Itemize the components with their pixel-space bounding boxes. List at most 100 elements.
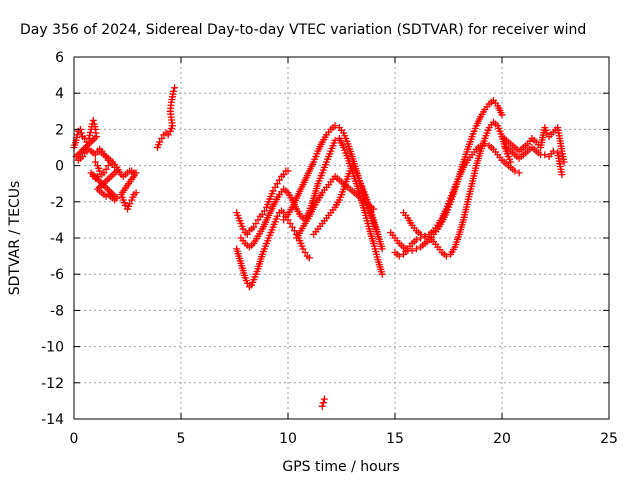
data-point — [79, 153, 87, 161]
y-tick-label: 4 — [55, 86, 64, 102]
series-early-cluster-c — [96, 147, 140, 213]
data-marks — [70, 84, 568, 410]
data-point — [73, 131, 81, 139]
data-point — [171, 84, 179, 92]
y-tick-label: -14 — [41, 412, 64, 428]
series-pre-five — [153, 84, 179, 151]
data-point — [275, 176, 283, 184]
y-tick-label: -6 — [50, 267, 64, 283]
data-point — [271, 183, 279, 191]
data-point — [558, 171, 566, 179]
data-point — [273, 180, 281, 188]
data-point — [239, 225, 247, 233]
data-point — [286, 220, 294, 228]
series-early-cluster-b — [87, 158, 121, 204]
data-point — [331, 122, 339, 130]
data-point — [318, 402, 326, 410]
y-tick-label: 2 — [55, 122, 64, 138]
data-point — [477, 142, 485, 150]
data-point — [498, 111, 506, 119]
data-point — [290, 227, 298, 235]
data-point — [412, 245, 420, 253]
data-point — [243, 279, 251, 287]
grid — [74, 57, 609, 419]
data-point — [320, 395, 328, 403]
data-point — [305, 254, 313, 262]
data-point — [288, 223, 296, 231]
data-point — [89, 116, 97, 124]
x-tick-label: 20 — [493, 431, 511, 447]
data-point — [284, 167, 292, 175]
data-point — [412, 236, 420, 244]
x-tick-label: 0 — [70, 431, 79, 447]
data-point — [158, 134, 166, 142]
data-point — [299, 245, 307, 253]
data-point — [91, 158, 99, 166]
y-tick-label: -4 — [50, 231, 64, 247]
data-point — [102, 165, 110, 173]
data-point — [104, 162, 112, 170]
data-point — [378, 245, 386, 253]
data-point — [254, 216, 262, 224]
data-point — [511, 167, 519, 175]
y-axis-label: SDTVAR / TECUs — [7, 181, 23, 296]
data-point — [96, 167, 104, 175]
series-main-track-1 — [233, 167, 292, 238]
data-point — [549, 147, 557, 155]
data-point — [273, 212, 281, 220]
data-point — [77, 129, 85, 137]
data-point — [170, 87, 178, 95]
data-point — [250, 223, 258, 231]
y-tick-label: 0 — [55, 159, 64, 175]
series-late-track-2 — [391, 118, 515, 260]
data-point — [319, 399, 327, 407]
data-point — [560, 158, 568, 166]
y-tick-label: 6 — [55, 50, 64, 66]
chart-title: Day 356 of 2024, Sidereal Day-to-day VTE… — [20, 22, 586, 38]
axis-ticks: 0 5 10 15 20 25 -14 -12 -10 -8 -6 -4 -2 0 2 4 6 — [41, 50, 618, 447]
data-point — [541, 151, 549, 159]
data-point — [421, 232, 429, 240]
data-point — [87, 169, 95, 177]
data-point — [252, 220, 260, 228]
series-late-track-5 — [502, 144, 566, 179]
data-point — [442, 252, 450, 260]
data-point — [132, 189, 140, 197]
data-point — [515, 169, 523, 177]
data-point — [408, 247, 416, 255]
data-point — [269, 187, 277, 195]
data-point — [100, 169, 108, 177]
data-point — [91, 151, 99, 159]
x-tick-label: 15 — [386, 431, 404, 447]
series-outlier — [318, 395, 328, 410]
data-point — [121, 201, 129, 209]
x-tick-label: 25 — [600, 431, 618, 447]
series-main-track-6 — [310, 162, 386, 253]
data-point — [417, 230, 425, 238]
y-tick-label: -2 — [50, 195, 64, 211]
data-point — [164, 131, 172, 139]
x-tick-label: 5 — [177, 431, 186, 447]
data-point — [481, 140, 489, 148]
series-late-track-4 — [498, 124, 568, 166]
data-point — [280, 171, 288, 179]
data-point — [395, 252, 403, 260]
series-main-track-2 — [233, 207, 313, 291]
y-tick-label: -10 — [41, 340, 64, 356]
data-point — [156, 138, 164, 146]
data-point — [126, 200, 134, 208]
data-point — [301, 248, 309, 256]
x-tick-label: 10 — [279, 431, 297, 447]
data-point — [260, 207, 268, 215]
data-point — [94, 172, 102, 180]
data-point-fill — [86, 131, 94, 139]
data-point — [378, 270, 386, 278]
y-tick-label: -8 — [50, 303, 64, 319]
data-point — [243, 230, 251, 238]
data-point — [543, 129, 551, 137]
series-late-track-3 — [400, 140, 523, 240]
series-late-track-1 — [387, 96, 506, 255]
data-point — [258, 210, 266, 218]
